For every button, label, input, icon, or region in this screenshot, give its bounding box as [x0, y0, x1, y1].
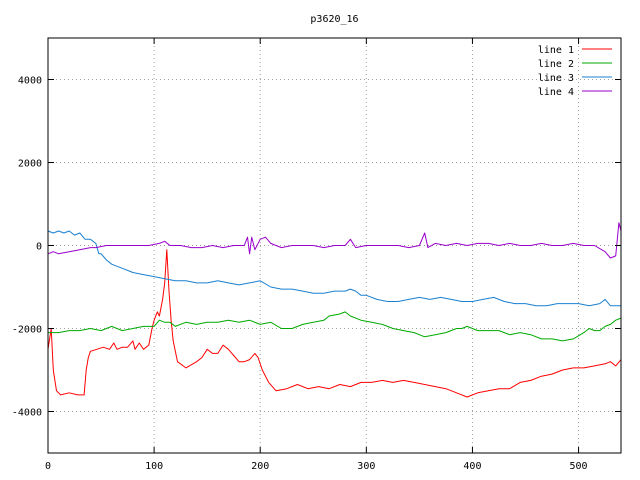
y-tick-label: -2000: [12, 325, 42, 336]
series-line-4: [47, 222, 622, 259]
x-tick-label: 100: [145, 461, 163, 472]
legend-label-2: line 2: [538, 59, 574, 70]
y-tick-label: 2000: [18, 159, 42, 170]
y-tick-label: -4000: [12, 408, 42, 419]
x-tick-label: 0: [45, 461, 51, 472]
y-tick-label: 0: [36, 242, 42, 253]
y-tick-label: 4000: [18, 76, 42, 87]
x-tick-label: 500: [570, 461, 588, 472]
legend-label-3: line 3: [538, 73, 574, 84]
legend-label-1: line 1: [538, 45, 574, 56]
chart-title: p3620_16: [310, 14, 358, 25]
series-layer: [47, 222, 622, 398]
legend-label-4: line 4: [538, 87, 574, 98]
x-tick-label: 200: [251, 461, 269, 472]
legend: line 1 line 2 line 3 line 4: [538, 45, 612, 98]
series-line-3: [47, 230, 621, 307]
series-line-1: [47, 249, 622, 398]
axis-ticks: 0 100 200 300 400 500 -4000 -2000 0 2000 4000: [12, 38, 621, 472]
series-line-2: [48, 311, 622, 342]
x-tick-label: 400: [463, 461, 481, 472]
x-tick-label: 300: [357, 461, 375, 472]
